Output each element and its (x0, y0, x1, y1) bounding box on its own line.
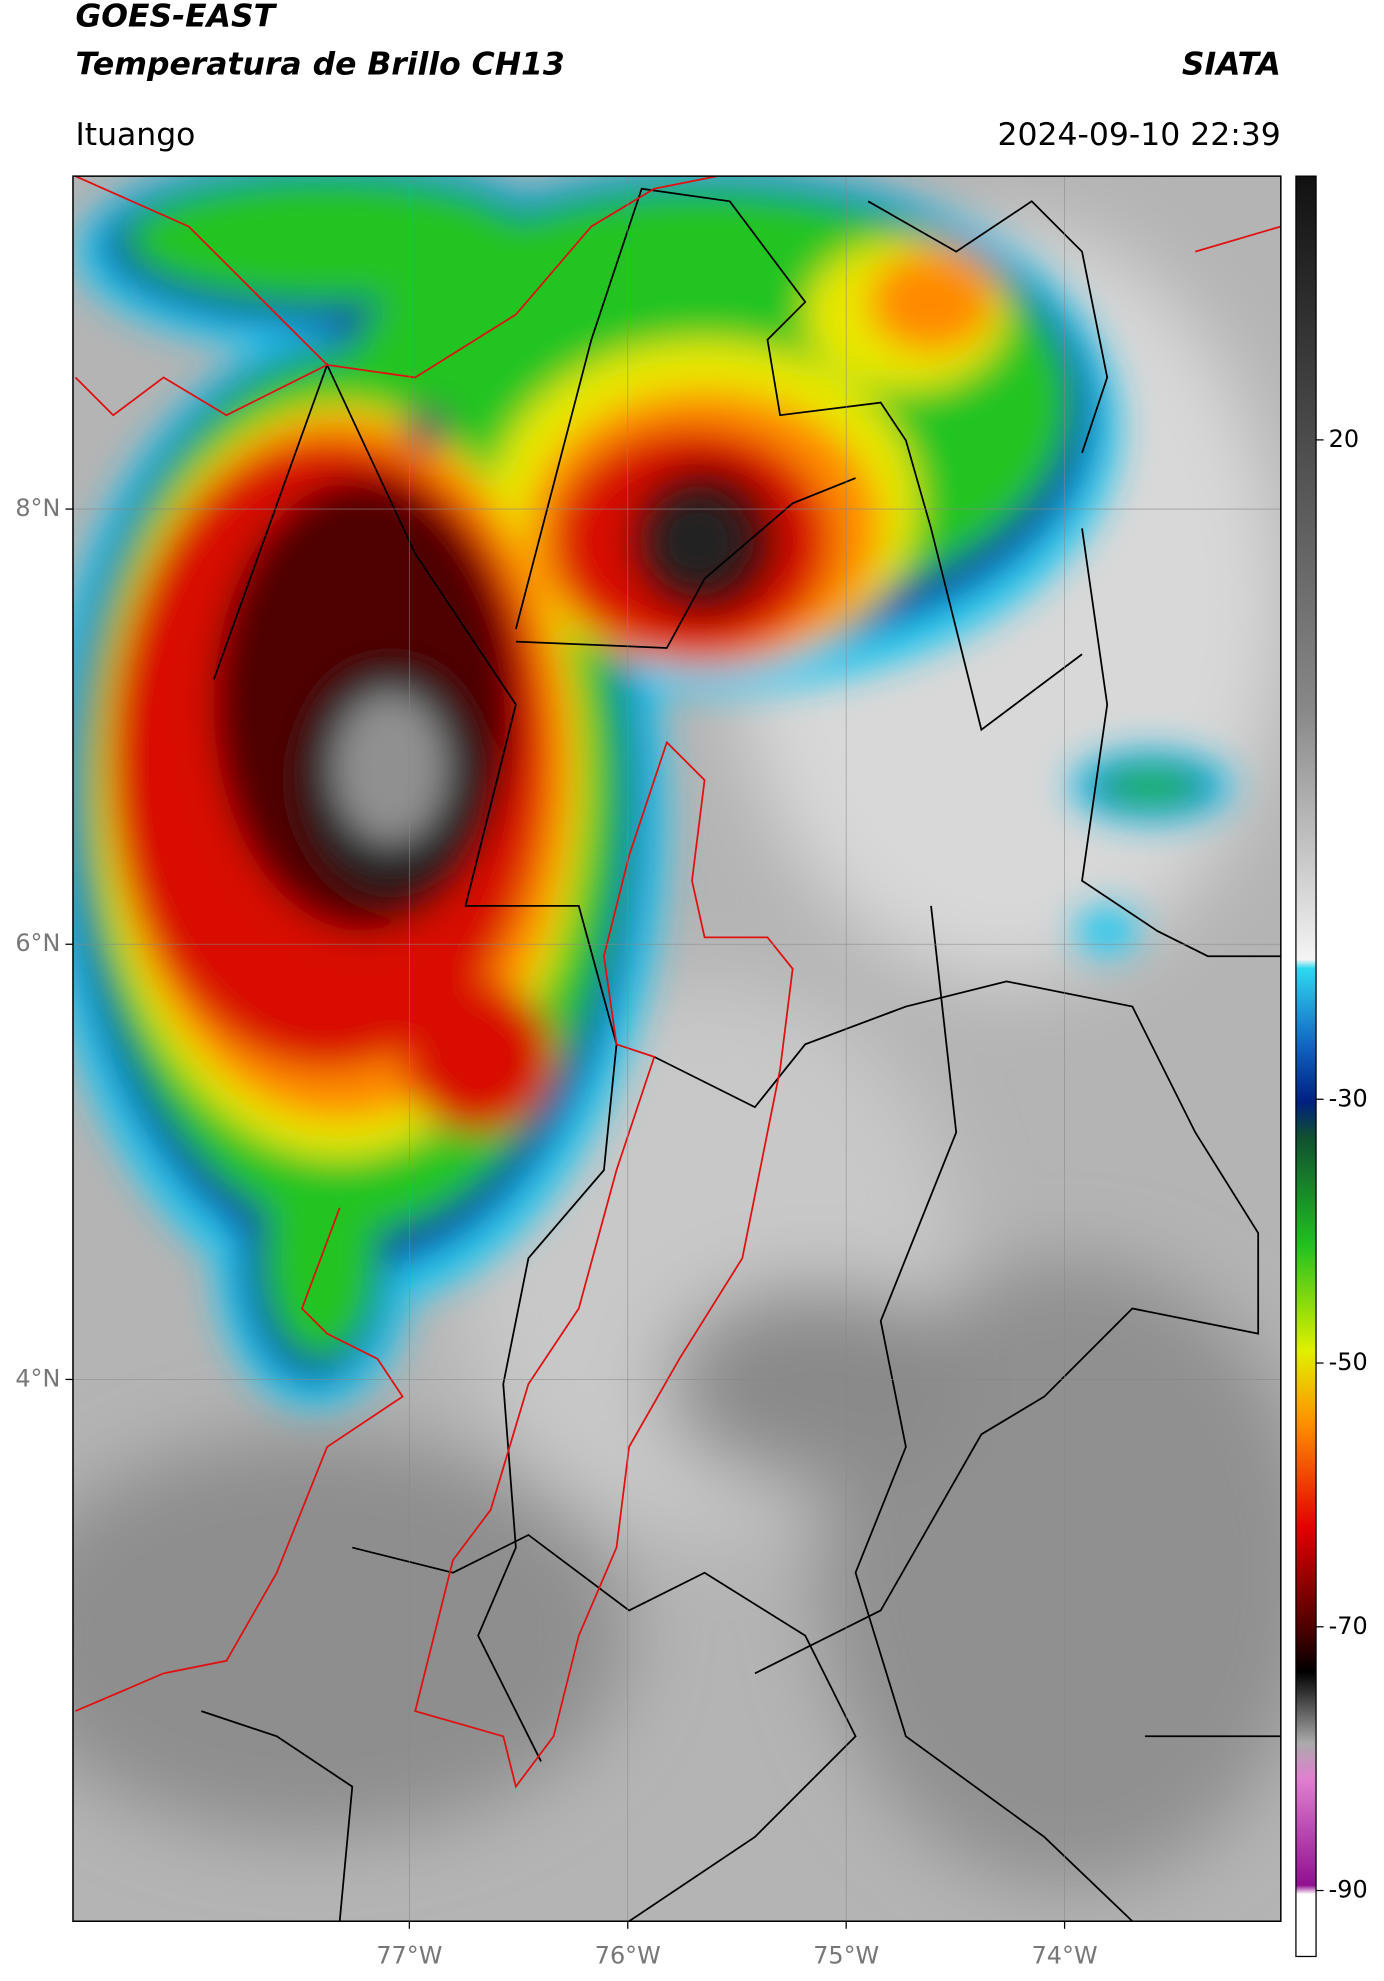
x-tick-label: 75°W (813, 1941, 879, 1969)
colorbar (1295, 175, 1317, 1958)
brand: SIATA (1182, 46, 1281, 82)
colorbar-tick-label: -30 (1329, 1084, 1368, 1112)
x-tick-label: 77°W (376, 1941, 442, 1969)
colorbar-tick-label: -90 (1329, 1876, 1368, 1904)
x-tick-label: 74°W (1032, 1941, 1098, 1969)
x-tick-label: 76°W (595, 1941, 661, 1969)
map-frame (72, 175, 1282, 1922)
satellite-image (72, 176, 1281, 1922)
title: GOES-EAST (75, 0, 277, 35)
y-tick-label: 6°N (15, 929, 60, 957)
y-tick-label: 4°N (15, 1364, 60, 1392)
gridlines (72, 176, 1281, 1922)
y-tick-label: 8°N (15, 494, 60, 522)
colorbar-tick-label: 20 (1329, 425, 1359, 453)
colorbar-tick-label: -70 (1329, 1612, 1368, 1640)
colorbar-tick-label: -50 (1329, 1348, 1368, 1376)
location: Ituango (75, 117, 195, 153)
subtitle: Temperatura de Brillo CH13 (75, 46, 564, 82)
datetime: 2024-09-10 22:39 (998, 117, 1281, 153)
